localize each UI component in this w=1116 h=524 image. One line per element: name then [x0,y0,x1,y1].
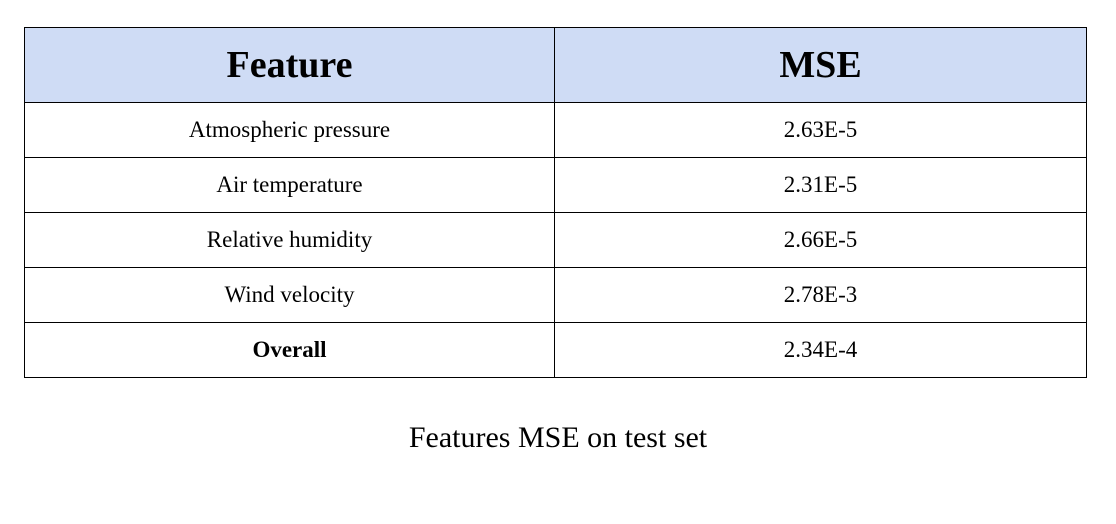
header-row: Feature MSE [24,27,1087,103]
results-table-container: Feature MSE Atmospheric pressure 2.63E-5… [24,27,1087,378]
table-row: Relative humidity 2.66E-5 [24,212,1087,268]
header-mse: MSE [554,27,1087,103]
mse-cell: 2.63E-5 [554,102,1087,158]
table-header: Feature MSE [24,27,1087,103]
overall-mse-cell: 2.34E-4 [554,322,1087,378]
table-row: Atmospheric pressure 2.63E-5 [24,102,1087,158]
feature-cell: Air temperature [24,157,555,213]
feature-cell: Atmospheric pressure [24,102,555,158]
mse-cell: 2.66E-5 [554,212,1087,268]
table-row: Air temperature 2.31E-5 [24,157,1087,213]
table-body: Atmospheric pressure 2.63E-5 Air tempera… [24,102,1087,378]
feature-cell: Wind velocity [24,267,555,323]
features-mse-table: Feature MSE Atmospheric pressure 2.63E-5… [24,27,1087,378]
overall-feature-cell: Overall [24,322,555,378]
header-feature: Feature [24,27,555,103]
table-caption: Features MSE on test set [408,421,708,454]
mse-cell: 2.78E-3 [554,267,1087,323]
feature-cell: Relative humidity [24,212,555,268]
table-row: Wind velocity 2.78E-3 [24,267,1087,323]
mse-cell: 2.31E-5 [554,157,1087,213]
overall-row: Overall 2.34E-4 [24,322,1087,378]
